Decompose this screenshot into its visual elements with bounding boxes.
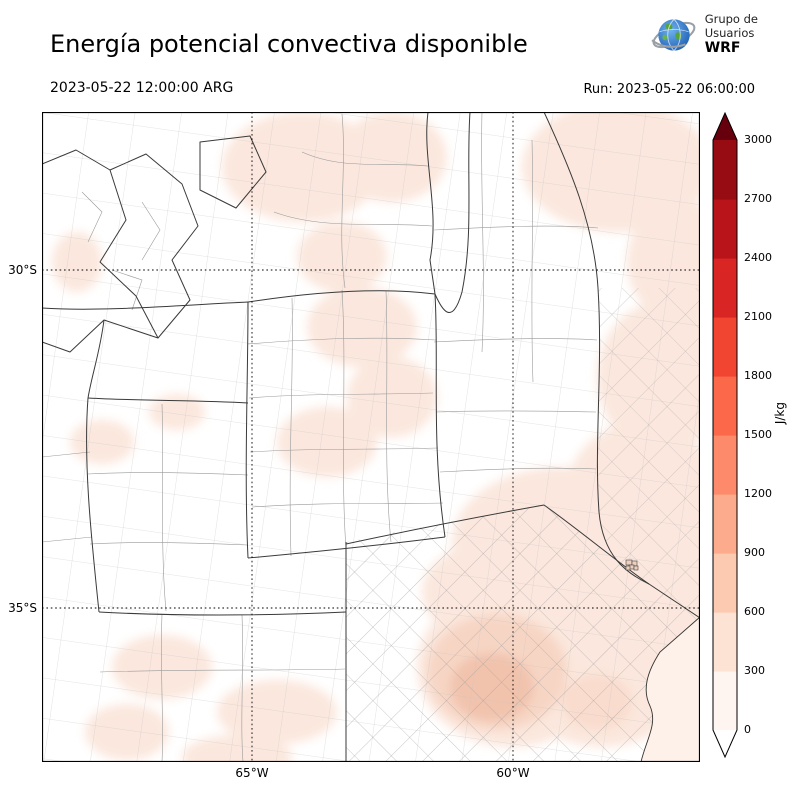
province-boundaries: [41, 111, 701, 762]
logo-text: Grupo de Usuarios WRF: [705, 13, 758, 57]
colorbar-tick-label: 1200: [744, 487, 772, 500]
colorbar-tick-label: 2700: [744, 192, 772, 205]
colorbar-segment: [713, 258, 737, 318]
colorbar-segment: [713, 199, 737, 259]
lat-tick-label-30s: 30°S: [8, 263, 37, 277]
colorbar-arrow-top: [713, 113, 737, 140]
colorbar-arrow-bottom: [713, 730, 737, 757]
sea-area: [641, 617, 700, 762]
page-title: Energía potencial convectiva disponible: [50, 30, 528, 58]
globe-icon: [651, 19, 696, 51]
city-departments-cluster: [625, 559, 639, 571]
colorbar-tick-label: 600: [744, 605, 765, 618]
colorbar-segment: [713, 317, 737, 377]
valid-time-label: 2023-05-22 12:00:00 ARG: [50, 80, 234, 96]
map-panel: [41, 102, 737, 779]
colorbar-segment: [713, 671, 737, 731]
colorbar-unit-label: J/kg: [773, 402, 787, 425]
colorbar-outline: [712, 112, 738, 758]
colorbar-segment: [713, 494, 737, 554]
colorbar-segments: [713, 140, 737, 731]
map-canvas: [41, 102, 737, 779]
colorbar-tick-label: 1500: [744, 428, 772, 441]
lon-tick-label-65w: 65°W: [235, 766, 269, 780]
run-time-label: Run: 2023-05-22 06:00:00: [583, 82, 755, 97]
logo-line-1: Grupo de: [704, 12, 758, 27]
colorbar-segment: [713, 435, 737, 495]
lon-tick-label-60w: 60°W: [496, 766, 530, 780]
colorbar-tick-label: 900: [744, 546, 765, 559]
colorbar-tick-label: 2400: [744, 251, 772, 264]
colorbar-segment: [713, 376, 737, 436]
map-frame: [41, 111, 701, 763]
colorbar-segment: [713, 553, 737, 613]
lat-tick-label-35s: 35°S: [8, 601, 37, 615]
colorbar-tick-label: 2100: [744, 310, 772, 323]
colorbar: [712, 112, 738, 758]
colorbar-segment: [713, 140, 737, 200]
colorbar-tick-label: 3000: [744, 133, 772, 146]
department-boundaries: [41, 111, 599, 763]
colorbar-segment: [713, 612, 737, 672]
logo-line-2: Usuarios: [704, 25, 755, 40]
graticule: [42, 112, 700, 762]
colorbar-tick-label: 1800: [744, 369, 772, 382]
coastline: [640, 616, 701, 763]
colorbar-tick-label: 300: [744, 664, 765, 677]
logo-line-wrf: WRF: [704, 40, 741, 57]
wrf-users-group-logo: Grupo de Usuarios WRF: [651, 12, 758, 58]
colorbar-tick-label: 0: [744, 723, 751, 736]
